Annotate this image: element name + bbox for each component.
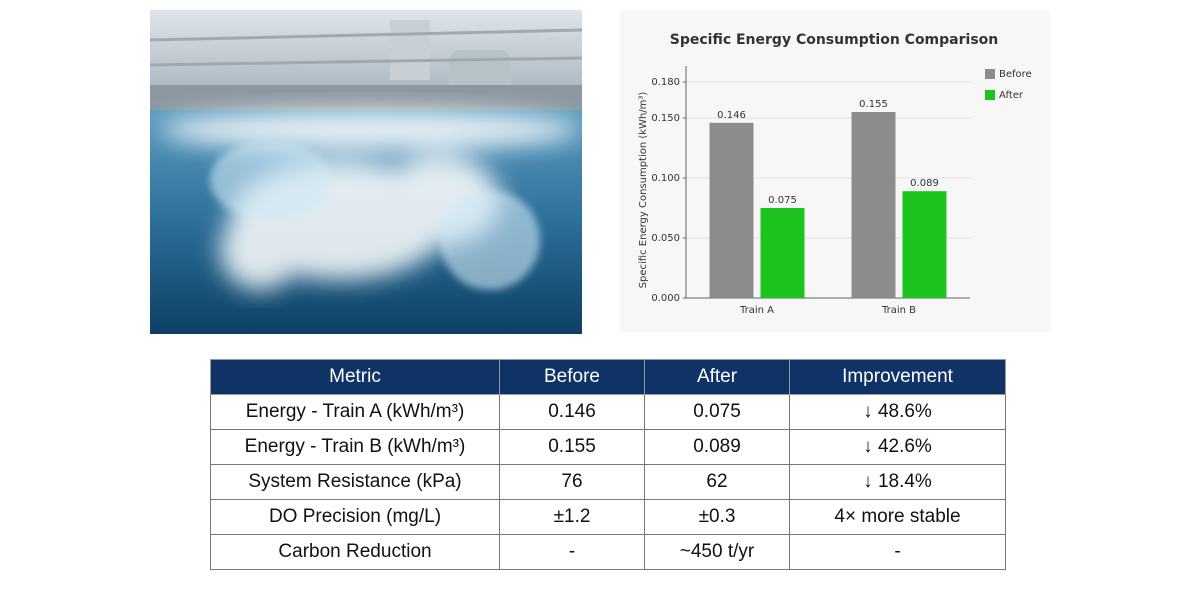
table-cell: 0.146	[499, 394, 645, 430]
y-tick-label: 0.050	[651, 233, 680, 244]
chart-background	[620, 10, 1050, 332]
legend-swatch	[985, 90, 995, 100]
bar	[760, 208, 805, 298]
legend-label: Before	[999, 69, 1032, 80]
y-tick-label: 0.100	[651, 173, 680, 184]
table-cell: Energy - Train A (kWh/m³)	[210, 394, 500, 430]
bar	[851, 112, 896, 298]
value-label: 0.075	[768, 195, 797, 206]
chart: Specific Energy Consumption Comparison S…	[620, 10, 1050, 332]
x-tick-label: Train A	[739, 305, 774, 316]
chart-title: Specific Energy Consumption Comparison	[670, 32, 999, 48]
table-cell: 76	[499, 464, 645, 500]
table-cell: 62	[644, 464, 790, 500]
legend-label: After	[999, 90, 1024, 101]
x-tick-label: Train B	[881, 305, 916, 316]
table-cell: ↓ 18.4%	[789, 464, 1006, 500]
value-label: 0.089	[910, 178, 939, 189]
header-row: Metric Before After Improvement	[210, 359, 1006, 395]
table-cell: -	[789, 534, 1006, 570]
table-cell: ±0.3	[644, 499, 790, 535]
y-tick-label: 0.000	[651, 293, 680, 304]
table-cell: Carbon Reduction	[210, 534, 500, 570]
value-label: 0.155	[859, 99, 888, 110]
header-cell: After	[644, 359, 790, 395]
bar	[709, 122, 754, 298]
header-cell: Improvement	[789, 359, 1006, 395]
value-label: 0.146	[717, 110, 746, 121]
table-cell: Energy - Train B (kWh/m³)	[210, 429, 500, 465]
y-axis-label: Specific Energy Consumption (kWh/m³)	[638, 92, 649, 289]
y-tick-label: 0.150	[651, 113, 680, 124]
table-row: Energy - Train B (kWh/m³) 0.155 0.089 ↓ 42.…	[210, 429, 1006, 465]
header-cell: Metric	[210, 359, 500, 395]
table-cell: ↓ 42.6%	[789, 429, 1006, 465]
table-row: System Resistance (kPa) 76 62 ↓ 18.4%	[210, 464, 1006, 500]
bar	[902, 191, 947, 298]
table-cell: ±1.2	[499, 499, 645, 535]
table-cell: System Resistance (kPa)	[210, 464, 500, 500]
table-cell: 0.075	[644, 394, 790, 430]
table-cell: 4× more stable	[789, 499, 1006, 535]
y-tick-label: 0.180	[651, 77, 680, 88]
table-cell: DO Precision (mg/L)	[210, 499, 500, 535]
legend-swatch	[985, 69, 995, 79]
table-row: Energy - Train A (kWh/m³) 0.146 0.075 ↓ 48.…	[210, 394, 1006, 430]
table-row: DO Precision (mg/L) ±1.2 ±0.3 4× more stabl…	[210, 499, 1006, 535]
table-cell: 0.155	[499, 429, 645, 465]
table-row: Carbon Reduction - ~450 t/yr -	[210, 534, 1006, 570]
header-cell: Before	[499, 359, 645, 395]
table-cell: ↓ 48.6%	[789, 394, 1006, 430]
table-cell: 0.089	[644, 429, 790, 465]
aeration-photo	[150, 10, 582, 334]
table-cell: -	[499, 534, 645, 570]
metrics-table: Metric Before After Improvement Energy - Tr…	[210, 359, 1006, 570]
table-cell: ~450 t/yr	[644, 534, 790, 570]
